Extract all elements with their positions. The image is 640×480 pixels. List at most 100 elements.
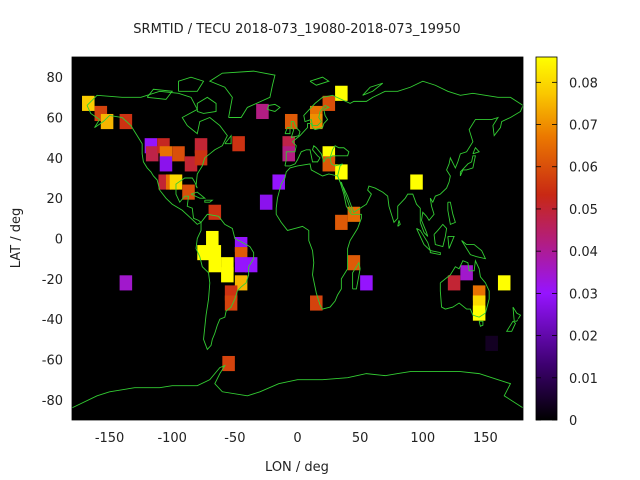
coastline: [478, 320, 484, 327]
heatmap-cell: [272, 174, 285, 190]
coastline: [208, 70, 276, 118]
heatmap-cell: [497, 275, 511, 291]
heatmap-cell: [206, 230, 219, 247]
heatmap-cell: [460, 265, 473, 281]
x-tick-label: -150: [95, 431, 125, 446]
colorbar-tick-label: 0.05: [569, 203, 598, 218]
heatmap-cell: [82, 95, 95, 111]
colorbar-tick-label: 0.08: [569, 76, 598, 91]
heatmap-cell: [322, 156, 336, 172]
coastline: [275, 163, 362, 310]
coastline: [352, 261, 361, 290]
heatmap-cell: [410, 174, 423, 190]
coastline: [196, 96, 217, 114]
heatmap-cell: [197, 245, 210, 261]
coastline: [290, 121, 301, 139]
y-tick-label: -80: [42, 394, 63, 409]
heatmap-cell: [256, 103, 269, 120]
heatmap-cell: [310, 295, 323, 311]
y-tick-label: 20: [46, 192, 63, 207]
y-tick-label: 40: [46, 152, 63, 167]
y-tick-label: -60: [42, 354, 63, 369]
coastline: [71, 364, 524, 409]
coastline: [459, 155, 476, 177]
colorbar-tick-label: 0.04: [569, 245, 598, 260]
heatmap-cell: [335, 85, 348, 101]
coastline: [416, 228, 431, 251]
x-axis-label: LON / deg: [265, 460, 329, 475]
colorbar-tick-label: 0.03: [569, 287, 598, 302]
heatmap-cell: [234, 275, 248, 291]
y-tick-label: 0: [55, 233, 63, 248]
heatmap-cell: [169, 174, 183, 190]
y-tick-label: -40: [42, 313, 63, 328]
y-axis-label: LAT / deg: [9, 208, 24, 269]
coastline: [284, 127, 291, 135]
axes: -150 -100 -50 0 50 100 150 -80 -60 -40 -20 0 20 40 60 8…: [42, 56, 524, 446]
coastline: [433, 223, 448, 248]
chart-title: SRMTID / TECU 2018-073_19080-2018-073_19…: [133, 22, 460, 37]
colorbar-tick-label: 0.01: [569, 372, 598, 387]
colorbar-tick-label: 0.07: [569, 119, 598, 134]
coastline: [447, 236, 455, 249]
colorbar: [535, 56, 558, 421]
x-tick-label: 150: [473, 431, 498, 446]
x-tick-label: 100: [410, 431, 435, 446]
heatmap-cell: [145, 146, 159, 162]
coastline: [267, 103, 281, 112]
heatmap-cell: [172, 146, 185, 162]
coastline: [512, 306, 522, 322]
heatmap-cell: [322, 95, 336, 111]
coastline: [429, 250, 441, 256]
coastline: [86, 90, 228, 225]
colorbar-tick-label: 0.06: [569, 161, 598, 176]
heatmap-cell: [159, 156, 173, 172]
coastline: [505, 320, 517, 332]
heatmap-cell: [335, 214, 348, 230]
heatmap-cell: [119, 275, 133, 291]
heatmap-cell: [234, 257, 248, 273]
coastline: [195, 213, 255, 351]
y-tick-label: 60: [46, 112, 63, 127]
heatmap-cell: [221, 267, 234, 283]
heatmap-cell: [259, 194, 273, 210]
x-tick-label: 0: [293, 431, 301, 446]
heatmap-cell: [222, 355, 235, 372]
x-tick-label: 50: [352, 431, 369, 446]
heatmap-cell: [194, 150, 208, 166]
coastline: [439, 259, 490, 318]
coastline: [447, 201, 456, 226]
heatmap-cell: [194, 138, 208, 154]
coastline: [204, 199, 214, 203]
colorbar-tick-label: 0.02: [569, 330, 598, 345]
heatmap-cell: [232, 136, 245, 152]
heatmap-cell: [335, 164, 348, 180]
x-tick-label: -50: [224, 431, 245, 446]
coastline: [461, 240, 487, 260]
heatmap-cell: [447, 275, 461, 291]
coastline: [178, 76, 205, 92]
coastlines: [71, 70, 524, 409]
heatmap-cell: [282, 146, 295, 162]
coastline: [472, 146, 480, 155]
coastline: [284, 80, 524, 237]
heatmap-cell: [184, 156, 198, 172]
heatmap-cell: [472, 305, 486, 321]
heatmap-cell: [360, 275, 373, 291]
coastline: [146, 88, 174, 100]
coastline: [309, 76, 330, 86]
y-tick-label: 80: [46, 71, 63, 86]
heatmap-cell: [485, 335, 498, 351]
coastline: [397, 220, 401, 227]
heatmap-cell: [347, 255, 361, 271]
heatmap-cell: [208, 245, 222, 261]
coastline: [190, 191, 207, 199]
plot-area: [72, 57, 523, 420]
heatmap-cell: [244, 257, 258, 273]
heatmap-cell: [224, 295, 238, 311]
y-tick-label: -20: [42, 273, 63, 288]
heatmap-cell: [208, 257, 222, 273]
x-tick-label: -100: [157, 431, 187, 446]
coastline: [224, 134, 232, 145]
